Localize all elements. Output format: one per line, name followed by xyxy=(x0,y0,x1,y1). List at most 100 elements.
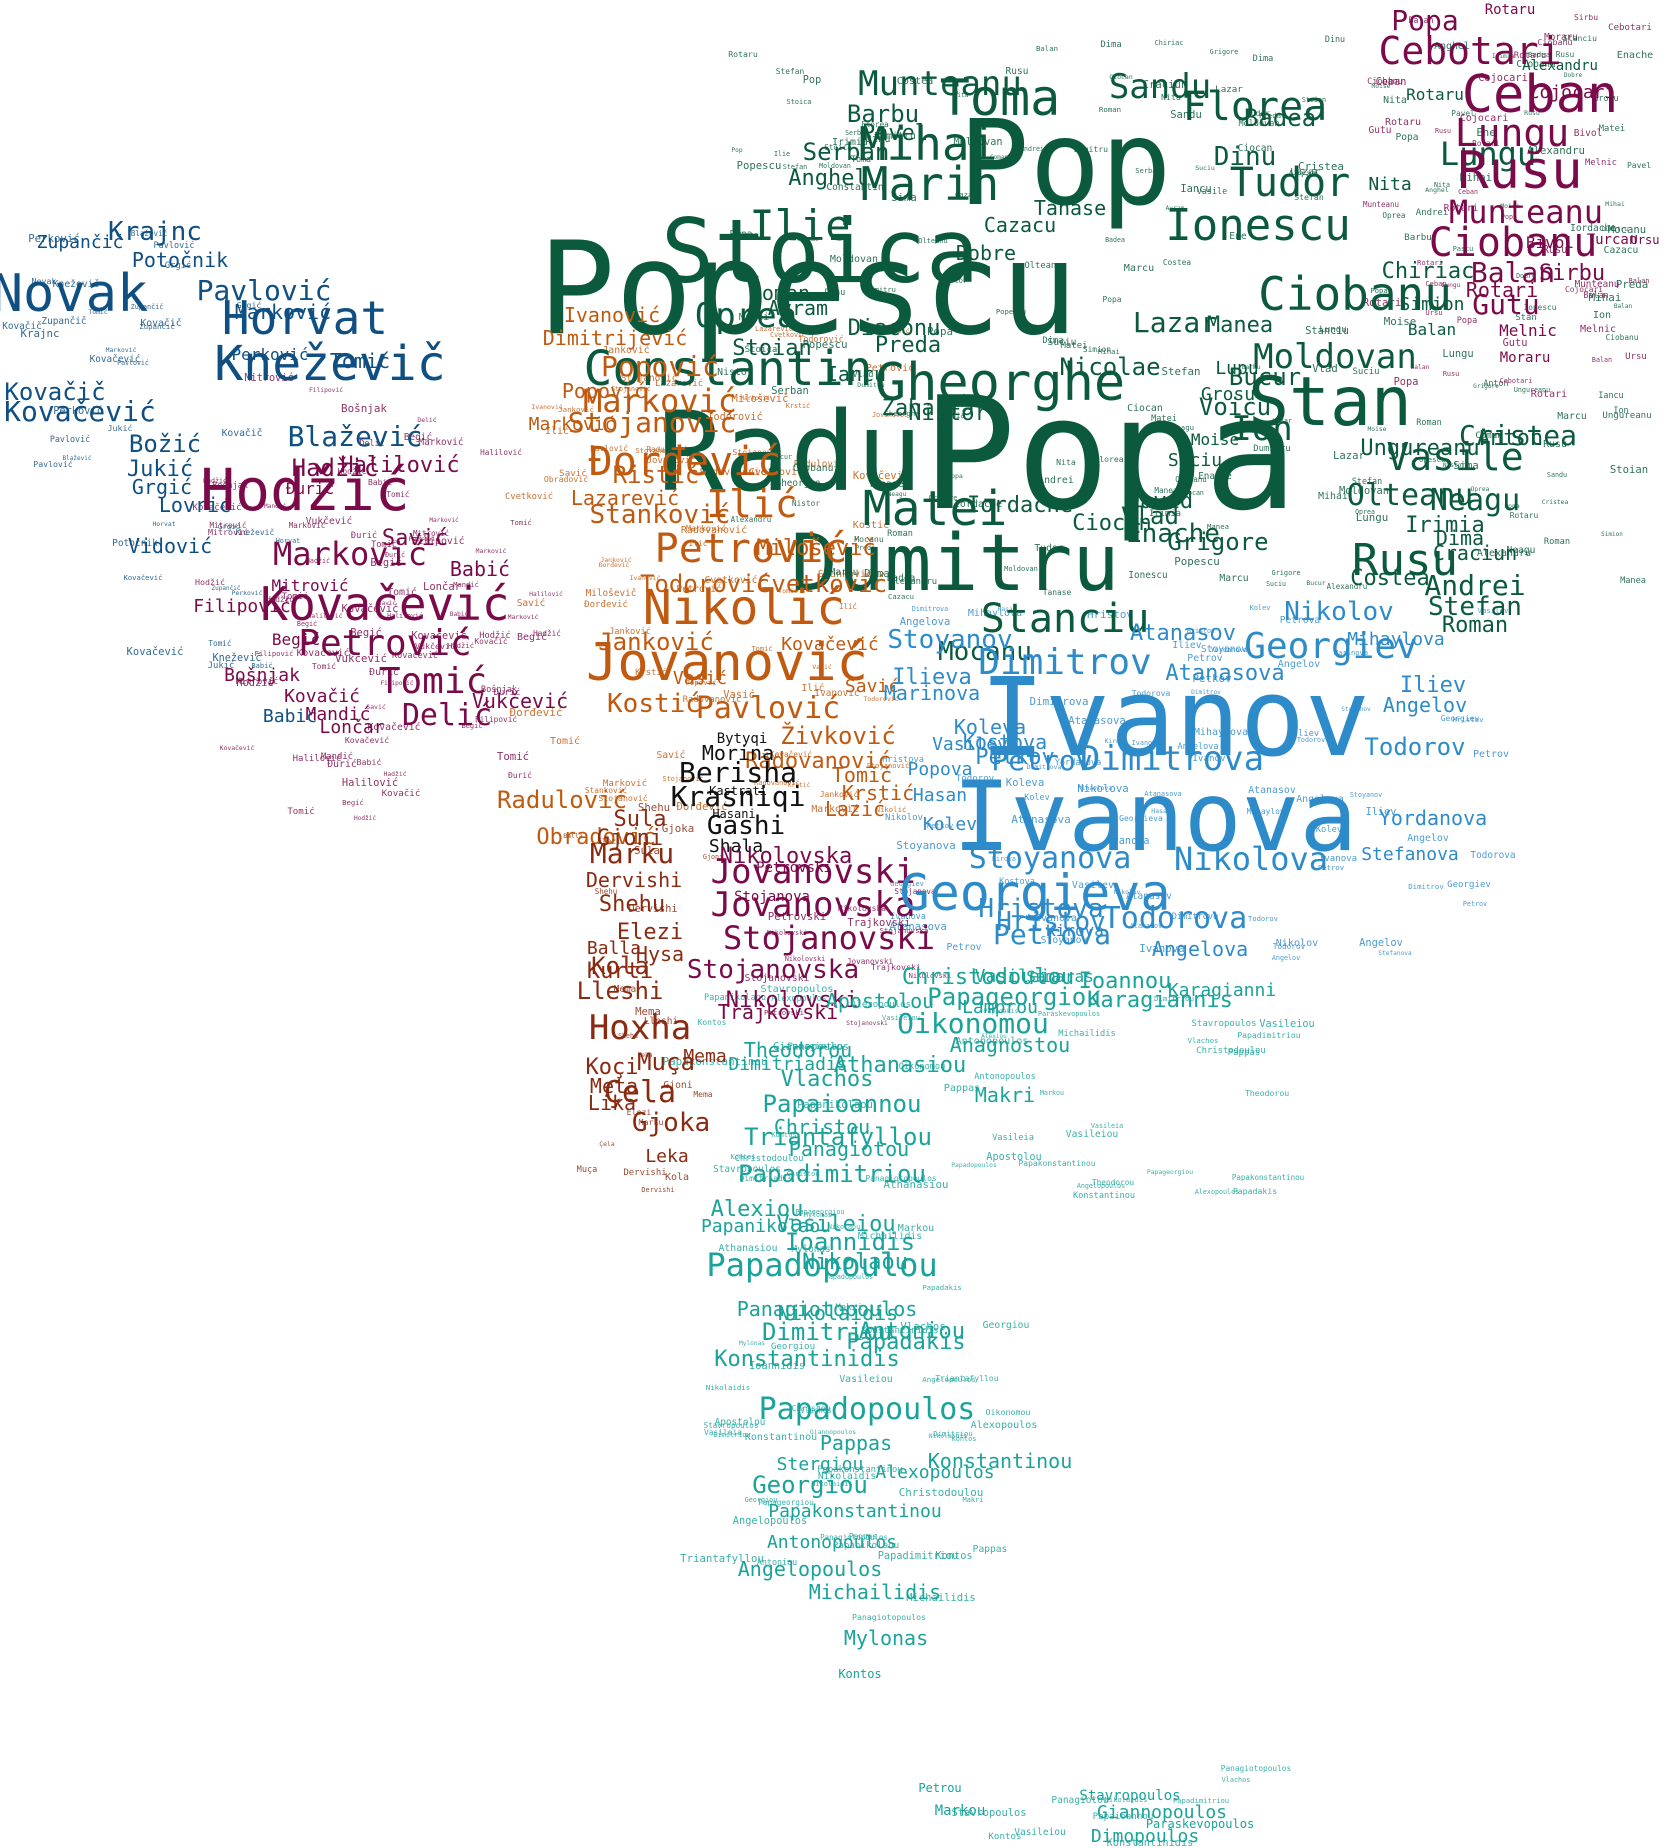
surname-word-ro_md: Iancu xyxy=(826,362,886,386)
surname-word-srb_mne: Kostić xyxy=(607,689,701,719)
surname-filler-bg: Stoyanov xyxy=(1041,935,1088,946)
surname-filler-bih: Filipović xyxy=(411,535,464,547)
surname-filler-ro_md: Coman xyxy=(990,154,1008,161)
surname-filler-ro_md: Craciun xyxy=(1143,79,1188,91)
surname-filler-md: Cojocari xyxy=(1478,72,1528,84)
surname-word-ro_md: Ungureanu xyxy=(1360,436,1479,461)
surname-word-bih: Hadžić xyxy=(292,454,379,482)
surname-filler-ro_md: Serban xyxy=(1135,166,1161,175)
surname-filler-md: Cebotari xyxy=(1608,23,1652,33)
surname-word-bih: Delić xyxy=(402,698,492,733)
surname-filler-srb_mne: Obradović xyxy=(544,474,588,484)
surname-word-gr: Nikolaidis xyxy=(778,1301,898,1325)
surname-filler-gr: Papakonstantinou xyxy=(663,1055,768,1068)
surname-filler-gr: Antonopoulos xyxy=(956,1036,1029,1047)
surname-filler-ro_md: Moise xyxy=(1368,426,1387,433)
surname-filler-md: Balan xyxy=(1411,364,1430,371)
surname-filler-bg: Ivanova xyxy=(1139,942,1185,955)
surname-filler-srb_mne: Marković xyxy=(811,803,858,815)
surname-filler-ro_md: Grosu xyxy=(1593,93,1618,103)
surname-filler-slo_cro: Perković xyxy=(28,232,79,245)
surname-filler-gr: Athanasiou xyxy=(883,1178,948,1191)
surname-filler-ro_md: Sima xyxy=(1453,460,1479,472)
surname-filler-ro_md: Mihai xyxy=(1318,491,1348,502)
surname-filler-gr: Dimitriou xyxy=(1154,994,1194,1003)
surname-filler-slo_cro: Krajnc xyxy=(20,327,59,340)
surname-word-bg: Atanasov xyxy=(1130,621,1236,646)
surname-filler-slo_cro: Jukić xyxy=(108,423,133,433)
surname-filler-bih: Tomić xyxy=(386,490,409,499)
surname-filler-md: Gutu xyxy=(1369,125,1392,136)
surname-filler-alb: Leka xyxy=(638,1052,653,1059)
surname-word-gr: Ioannidis xyxy=(785,1228,915,1256)
surname-word-alb: Gjoni xyxy=(597,826,663,851)
surname-filler-ro_md: Dumitru xyxy=(1253,444,1290,454)
surname-filler-md: Bivol xyxy=(1574,128,1603,139)
surname-word-alb: Leka xyxy=(645,1146,688,1167)
surname-filler-ro_md: Sandu xyxy=(1170,109,1202,121)
surname-word-srb_mne: Popović xyxy=(562,379,646,403)
surname-filler-ro_md: Marcu xyxy=(1557,411,1587,422)
surname-filler-srb_mne: Petrović xyxy=(866,362,915,374)
surname-word-ro_md: Zaharia xyxy=(882,396,975,421)
surname-filler-bih: Marković xyxy=(508,613,539,621)
surname-word-bg: Petrova xyxy=(993,918,1111,951)
surname-word-mkd: Nikolovski xyxy=(726,988,858,1013)
surname-filler-ro_md: Moise xyxy=(1500,202,1520,210)
surname-filler-ro_md: Bucur xyxy=(1306,579,1325,587)
surname-word-gr: Konstantinou xyxy=(928,1449,1073,1473)
surname-word-md: Lungu xyxy=(1455,111,1569,155)
surname-filler-ro_md: Rusu xyxy=(1006,66,1029,77)
surname-filler-srb_mne: Stojanović xyxy=(867,761,910,770)
surname-filler-ro_md: Badea xyxy=(1528,50,1550,59)
surname-filler-md: Ciobanu xyxy=(1367,77,1403,87)
surname-word-md: Turcan xyxy=(1587,232,1638,248)
surname-filler-ro_md: Iancu xyxy=(1180,183,1211,195)
surname-word-srb_mne: Kovačević xyxy=(781,634,879,655)
surname-word-ro_md: Lungu xyxy=(1440,135,1536,173)
surname-filler-ro_md: Stanciu xyxy=(1305,325,1349,337)
surname-word-ro_md: Irimia xyxy=(1405,513,1484,538)
surname-filler-srb_mne: Jovanović xyxy=(872,411,908,419)
surname-filler-srb_mne: Stojanović xyxy=(598,793,647,803)
surname-filler-srb_mne: Vasić xyxy=(723,689,755,701)
surname-filler-bih: Tomić xyxy=(387,586,417,598)
surname-filler-srb_mne: Đorđević xyxy=(510,706,563,719)
surname-word-gr: Alexiou xyxy=(711,1197,804,1222)
surname-filler-srb_mne: Todorović xyxy=(860,324,901,333)
surname-filler-bih: Marković xyxy=(289,521,326,530)
surname-word-md: Munteanu xyxy=(1449,193,1603,231)
surname-filler-ro_md: Nita xyxy=(953,92,968,99)
surname-filler-srb_mne: Kostić xyxy=(853,519,889,531)
surname-filler-ro_md: Alexandru xyxy=(889,577,937,587)
surname-filler-ro_md: Dinu xyxy=(865,133,890,145)
surname-word-slo_cro: Horvat xyxy=(222,291,388,345)
surname-filler-gr: Christodoulou xyxy=(735,1154,804,1164)
surname-filler-md: Rotari xyxy=(1444,203,1479,214)
surname-filler-slo_cro: Zupančič xyxy=(41,316,86,327)
surname-word-alb: Gjoka xyxy=(632,1108,710,1138)
surname-word-kos: Hasani xyxy=(712,807,755,821)
surname-filler-gr: Panagiotou xyxy=(787,1041,842,1052)
surname-filler-md: Balan xyxy=(1583,290,1608,300)
surname-word-srb_mne: Marković xyxy=(529,414,616,435)
surname-filler-ro_md: Andrei xyxy=(1038,475,1074,486)
surname-filler-ro_md: Dima xyxy=(864,567,890,580)
surname-filler-ro_md: Lazar xyxy=(1272,417,1292,425)
surname-filler-gr: Christodoulou xyxy=(899,1486,984,1499)
surname-filler-gr: Stavropoulos xyxy=(951,1807,1026,1819)
surname-word-ro_md: Mocanu xyxy=(938,637,1032,667)
surname-filler-bg: Mihaylova xyxy=(1078,785,1112,792)
surname-word-slo_cro: Novak xyxy=(0,264,148,324)
surname-filler-md: Cojocari xyxy=(1565,285,1603,294)
surname-filler-srb_mne: Krstić xyxy=(635,667,667,678)
surname-word-ro_md: Dima xyxy=(1436,526,1484,550)
surname-filler-mkd: Stojanova xyxy=(894,887,935,896)
surname-word-slo_cro: Perković xyxy=(231,345,308,364)
surname-filler-slo_cro: Pavlović xyxy=(117,359,149,367)
surname-filler-bih: Halilović xyxy=(307,612,342,620)
surname-word-srb_mne: Stanković xyxy=(590,500,731,530)
surname-filler-ro_md: Serban xyxy=(771,385,809,397)
surname-filler-bg: Georgiev xyxy=(1441,714,1480,723)
surname-word-gr: Dimitriou xyxy=(762,1318,892,1346)
